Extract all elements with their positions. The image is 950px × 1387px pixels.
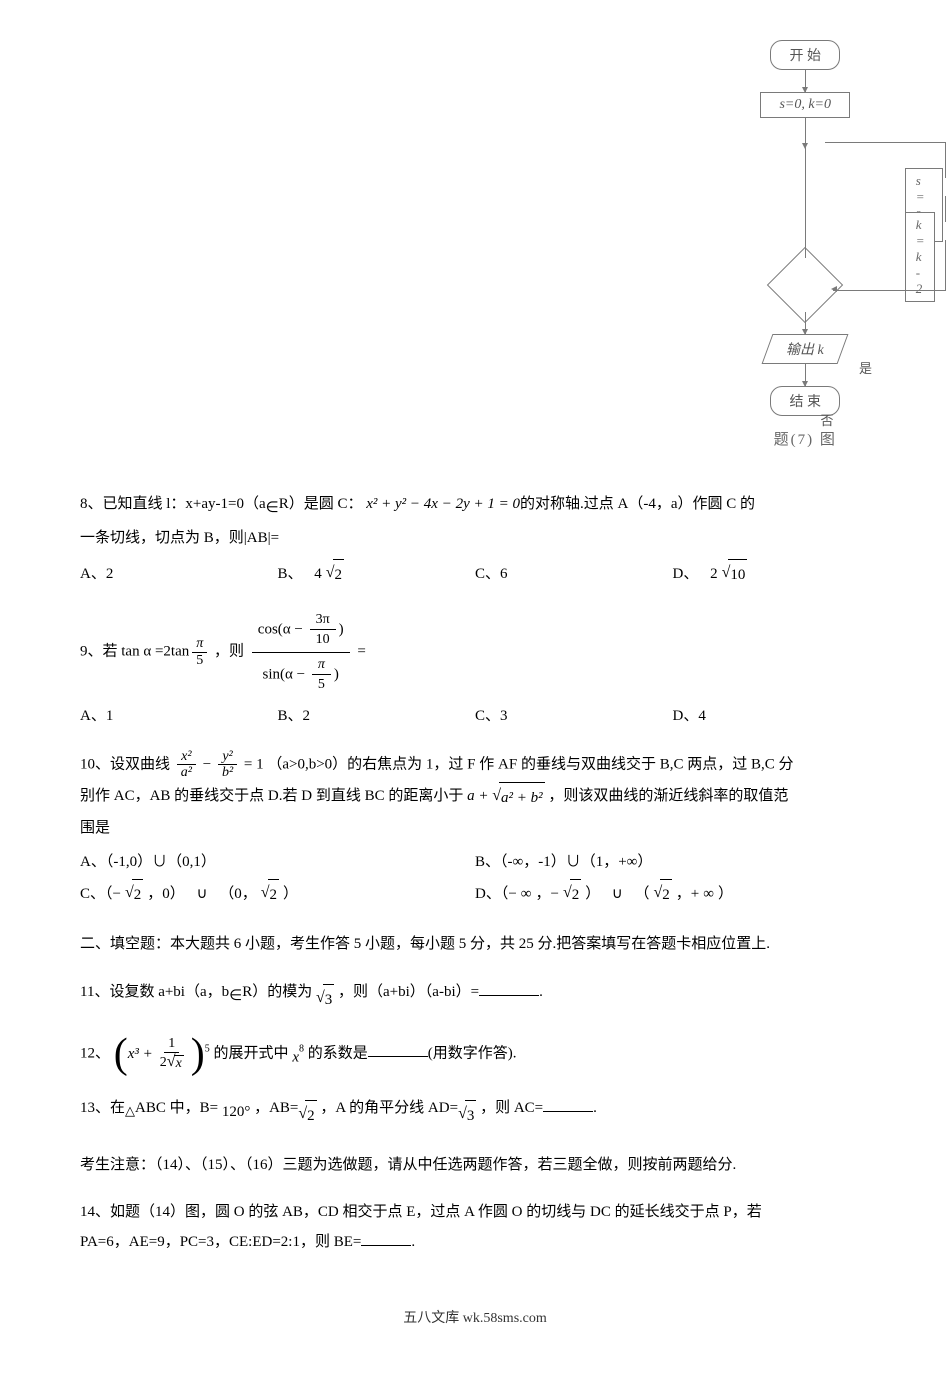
flow-yes-label: 是	[859, 358, 872, 377]
flow-update-k: k = k - 2	[905, 212, 936, 302]
question-14: 14、如题（14）图，圆 O 的弦 AB，CD 相交于点 E，过点 A 作圆 O…	[80, 1197, 870, 1257]
question-13: 13、在△ABC 中，B= 120° ，AB=√2 ，A 的角平分线 AD=√3…	[80, 1093, 870, 1131]
flow-init: s=0, k=0	[760, 92, 850, 118]
option-9a: A、1	[80, 701, 278, 731]
flow-arrow	[805, 312, 806, 334]
option-8d: D、 2√10	[673, 557, 871, 590]
option-8c: C、6	[475, 557, 673, 590]
option-9d: D、4	[673, 701, 871, 731]
question-11: 11、设复数 a+bi（a，b∈R）的模为 √3 ，则（a+bi）（a-bi）=…	[80, 977, 870, 1015]
option-10a: A、（-1,0）∪（0,1）	[80, 847, 475, 877]
blank-12	[368, 1043, 428, 1057]
flow-caption: 题(7) 图	[774, 428, 837, 449]
flow-arrow	[805, 70, 806, 92]
section-2-title: 二、填空题：本大题共 6 小题，考生作答 5 小题，每小题 5 分，共 25 分…	[80, 930, 870, 959]
option-10d: D、（−∞，−√2） ∪ （√2，+∞）	[475, 877, 870, 910]
flow-no-label: 否	[820, 410, 833, 429]
flow-start: 开 始	[770, 40, 840, 70]
question-12: 12、 ( x³ + 12√x ) 5 的展开式中 x8 的系数是(用数字作答)…	[80, 1033, 870, 1075]
option-9b: B、2	[278, 701, 476, 731]
blank-11	[479, 982, 539, 996]
blank-14	[361, 1232, 411, 1246]
page-footer: 五八文库 wk.58sms.com	[80, 1307, 870, 1327]
flowchart-figure: 开 始 s=0, k=0 s = s - 1/k k = k - 2 是 否 输…	[80, 40, 870, 449]
note-14-16: 考生注意：（14）、（15）、（16）三题为选做题，请从中任选两题作答，若三题全…	[80, 1151, 870, 1180]
option-8b: B、 4√2	[278, 557, 476, 590]
flow-arrow	[805, 118, 806, 148]
option-10b: B、（-∞，-1）∪（1，+∞）	[475, 847, 870, 877]
option-8a: A、2	[80, 557, 278, 590]
question-9: 9、若 tan α =2tanπ5 ，则 cos(α − 3π10) sin(α…	[80, 608, 870, 731]
flow-arrow	[805, 364, 806, 386]
flow-output: 输出 k	[762, 334, 849, 364]
option-10c: C、（−√2，0） ∪ （0，√2）	[80, 877, 475, 910]
option-9c: C、3	[475, 701, 673, 731]
question-10: 10、设双曲线 x²a² − y²b² = 1 （a>0,b>0）的右焦点为 1…	[80, 749, 870, 911]
question-8: 8、已知直线 l：x+ay-1=0（a∈R）是圆 C： x² + y² − 4x…	[80, 489, 870, 590]
blank-13	[543, 1098, 593, 1112]
